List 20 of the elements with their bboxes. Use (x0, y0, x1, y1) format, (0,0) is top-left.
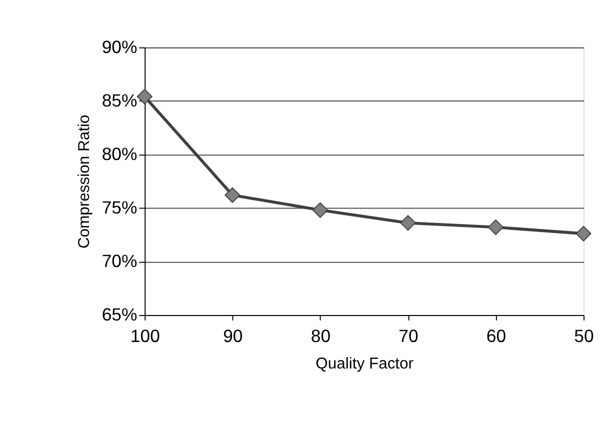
x-tick-label: 90 (223, 326, 243, 346)
y-tick-label: 75% (102, 197, 138, 218)
x-tick-label: 80 (310, 326, 331, 346)
x-tick-label: 100 (130, 326, 160, 346)
point (576, 226, 592, 242)
y-tick-label: 80% (102, 144, 138, 164)
x-tick-label: 60 (486, 326, 506, 346)
point (400, 215, 416, 231)
y-axis-title: Compression Ratio (76, 114, 94, 249)
point (312, 202, 328, 218)
x-tick-label: 70 (398, 326, 418, 346)
x-tick-label: 50 (574, 326, 594, 346)
x-axis-title: Quality Factor (316, 356, 414, 373)
y-tick-label: 70% (102, 250, 138, 271)
y-tick-label: 85% (102, 90, 138, 110)
y-tick-label: 90% (102, 36, 138, 57)
y-tick-label: 65% (102, 304, 138, 324)
point (224, 187, 240, 203)
point (136, 88, 152, 104)
point (488, 219, 504, 236)
